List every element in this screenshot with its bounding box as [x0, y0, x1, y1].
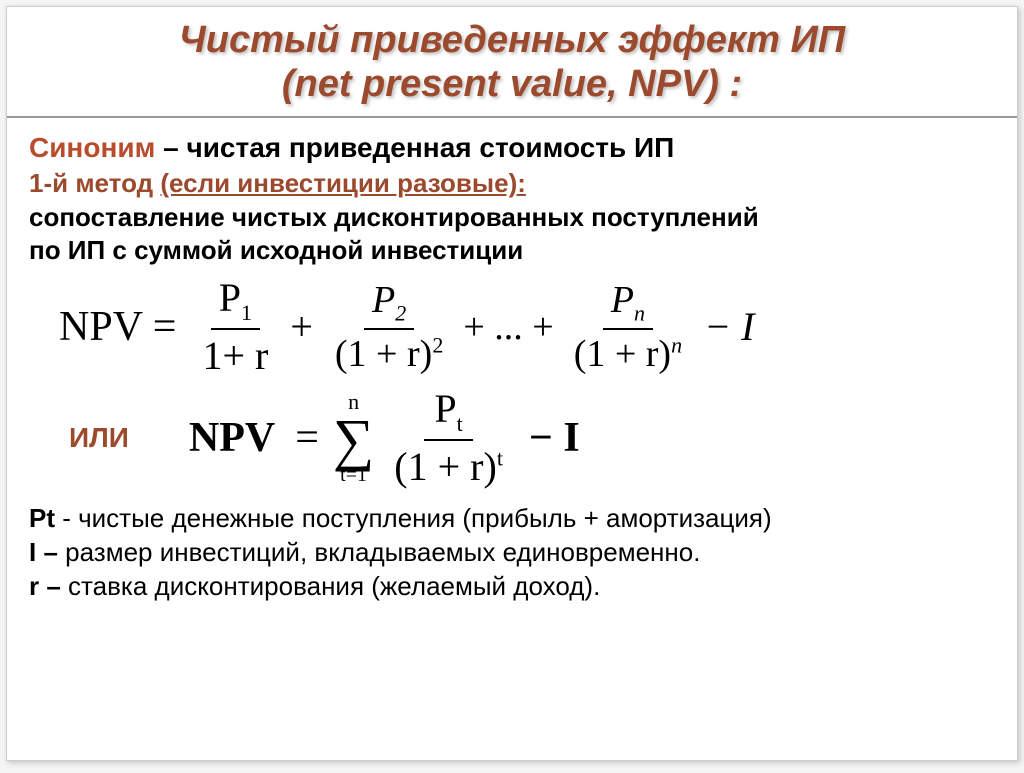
title-box: Чистый приведенных эффект ИП (net presen… — [7, 7, 1017, 118]
method-line: 1-й метод (если инвестиции разовые): — [29, 168, 995, 199]
sigma-symbol: ∑ — [333, 415, 374, 464]
legend: Pt - чистые денежные поступления (прибыл… — [7, 498, 1017, 603]
formula1-lhs: NPV = — [59, 303, 176, 351]
method-prefix: 1-й метод — [29, 168, 160, 198]
title-line-1: Чистый приведенных эффект ИП — [27, 19, 997, 63]
desc-line2: по ИП с суммой исходной инвестиции — [29, 234, 995, 267]
plus-1: + — [290, 303, 313, 350]
title-line-2: (net present value, NPV) : — [27, 63, 997, 107]
synonym-label: Синоним — [29, 132, 155, 163]
formula1-tail: − I — [704, 303, 754, 350]
formula1-term2: P2 (1 + r)2 — [327, 278, 451, 377]
formula2-lhs: NPV — [189, 414, 275, 462]
synonym-line: Синоним – чистая приведенная стоимость И… — [29, 132, 995, 164]
legend-pt: Pt - чистые денежные поступления (прибыл… — [29, 502, 995, 536]
formula1-term1: P1 1+ r — [194, 274, 276, 379]
method-underlined: (если инвестиции разовые): — [160, 168, 526, 198]
formula2-frac: Pt (1 + r)t — [384, 385, 513, 490]
slide: Чистый приведенных эффект ИП (net presen… — [6, 6, 1018, 761]
synonym-dash: – — [155, 132, 186, 163]
legend-i: I – размер инвестиций, вкладываемых един… — [29, 536, 995, 570]
desc-line1: сопоставление чистых дисконтированных по… — [29, 201, 995, 234]
or-label: ИЛИ — [69, 422, 129, 454]
sigma: n ∑ t=1 — [333, 389, 374, 487]
synonym-text: чистая приведенная стоимость ИП — [186, 132, 674, 163]
formula2-eq: = — [295, 414, 319, 462]
formula-2-row: ИЛИ NPV = n ∑ t=1 Pt (1 + r)t − I — [69, 385, 995, 490]
formula-1: NPV = P1 1+ r + P2 (1 + r)2 + ... + Pn (… — [59, 274, 995, 379]
formula1-term3: Pn (1 + r)n — [566, 278, 690, 377]
legend-r: r – ставка дисконтирования (желаемый дох… — [29, 570, 995, 604]
content: Синоним – чистая приведенная стоимость И… — [7, 118, 1017, 490]
description: сопоставление чистых дисконтированных по… — [29, 201, 995, 266]
formula2-tail: − I — [529, 414, 580, 462]
formula1-dots: + ... + — [463, 305, 553, 349]
